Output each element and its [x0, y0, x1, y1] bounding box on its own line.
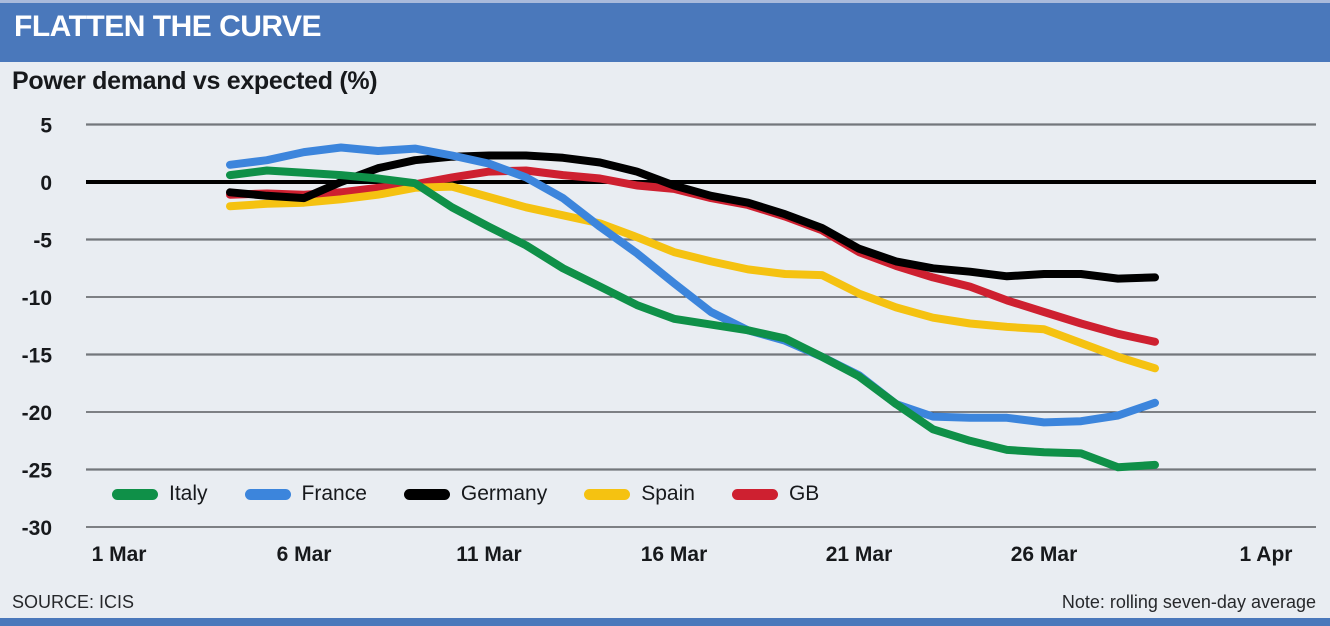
x-axis-tick-label: 26 Mar — [1011, 543, 1078, 566]
source-label: SOURCE: ICIS — [12, 592, 135, 612]
series-line-france — [226, 143, 1159, 427]
chart-footer: SOURCE: ICIS Note: rolling seven-day ave… — [12, 592, 1316, 613]
y-axis-tick-label: 0 — [40, 172, 52, 195]
legend-item-germany: Germany — [403, 482, 548, 506]
legend-item-gb: GB — [731, 482, 820, 506]
y-axis-tick-label: -30 — [22, 517, 52, 540]
y-axis-tick-label: -20 — [22, 402, 52, 425]
series-line-spain — [226, 182, 1159, 373]
y-axis-tick-label: 5 — [40, 115, 52, 138]
legend-swatch-italy — [112, 488, 158, 500]
chart-legend: Italy France Germany Spain GB — [112, 480, 819, 508]
legend-swatch-france — [244, 488, 291, 500]
x-axis-tick-label: 16 Mar — [641, 543, 708, 566]
legend-item-italy: Italy — [112, 482, 208, 506]
legend-label-germany: Germany — [460, 482, 548, 505]
legend-item-france: France — [244, 482, 367, 506]
note-label: Note: rolling seven-day average — [1061, 592, 1316, 612]
legend-swatch-germany — [403, 488, 450, 500]
x-axis-tick-label: 1 Apr — [1240, 543, 1293, 566]
legend-label-france: France — [301, 482, 367, 505]
y-axis-tick-label: -5 — [33, 230, 52, 253]
line-chart-plot: 5 0 -5 -10 -15 -20 -25 -30 1 Mar 6 Mar 11 Mar 16 Ma… — [22, 115, 1316, 566]
x-axis-tick-label: 1 Mar — [92, 543, 147, 566]
chart-subtitle: Power demand vs expected (%) — [12, 67, 378, 95]
series-line-germany — [226, 151, 1159, 283]
legend-label-spain: Spain — [641, 482, 695, 505]
y-axis-tick-label: -10 — [22, 287, 52, 310]
x-axis-tick-label: 21 Mar — [826, 543, 893, 566]
legend-label-italy: Italy — [169, 482, 208, 505]
legend-label-gb: GB — [788, 482, 820, 505]
chart-title: FLATTEN THE CURVE — [14, 10, 322, 43]
legend-swatch-spain — [584, 488, 631, 500]
series-line-italy — [226, 166, 1159, 472]
bottom-accent-bar — [0, 618, 1330, 626]
legend-item-spain: Spain — [584, 482, 695, 506]
x-axis-tick-label: 11 Mar — [456, 543, 521, 566]
y-axis-tick-label: -25 — [22, 460, 53, 483]
header-bar: FLATTEN THE CURVE — [0, 0, 1330, 62]
legend-swatch-gb — [731, 488, 778, 500]
y-axis-tick-label: -15 — [22, 345, 53, 368]
x-axis-tick-label: 6 Mar — [277, 543, 332, 566]
